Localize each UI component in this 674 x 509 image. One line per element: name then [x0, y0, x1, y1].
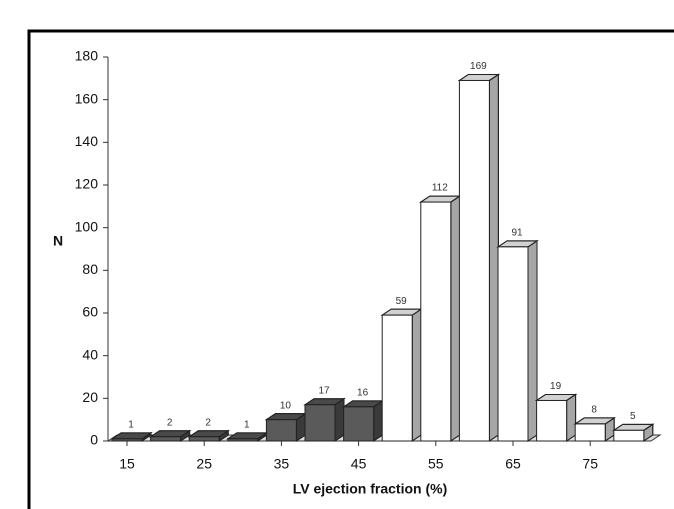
- value-label: 5: [630, 411, 636, 422]
- bar-side-shade: [334, 397, 345, 442]
- bar-side-shade: [373, 399, 384, 442]
- x-axis-label: LV ejection fraction (%): [293, 481, 448, 497]
- value-label: 19: [550, 381, 562, 392]
- bar: [188, 436, 220, 442]
- x-tick-label: 75: [582, 456, 598, 472]
- x-tick-label: 45: [351, 456, 367, 472]
- value-label: 1: [244, 420, 250, 431]
- bar-side-shade: [488, 73, 499, 442]
- y-tick-label: 160: [75, 90, 99, 106]
- y-axis-label: N: [53, 233, 63, 249]
- x-tick-label: 15: [119, 456, 135, 472]
- value-label: 2: [167, 417, 173, 428]
- value-label: 1: [128, 420, 134, 431]
- bar: [458, 79, 490, 442]
- bar-side-shade: [566, 393, 577, 442]
- bar: [497, 246, 529, 442]
- y-tick-label: 120: [75, 176, 99, 192]
- bar: [265, 419, 297, 442]
- value-label: 17: [318, 385, 330, 396]
- bar: [574, 423, 606, 442]
- y-tick-label: 180: [75, 48, 99, 64]
- bar-side-shade: [411, 308, 422, 442]
- value-label: 112: [432, 183, 448, 194]
- bar-side-shade: [450, 195, 461, 442]
- value-label: 8: [591, 405, 597, 416]
- y-tick-label: 0: [90, 432, 98, 448]
- y-tick-label: 60: [82, 304, 98, 320]
- bar: [227, 438, 259, 442]
- x-tick-label: 25: [196, 456, 212, 472]
- bar-side-shade: [527, 239, 538, 442]
- x-tick-label: 35: [274, 456, 290, 472]
- x-tick-label: 55: [428, 456, 444, 472]
- bar: [613, 429, 645, 442]
- value-label: 91: [511, 228, 523, 239]
- y-tick-label: 140: [75, 133, 99, 149]
- value-label: 2: [205, 417, 211, 428]
- bar: [536, 399, 568, 442]
- frame: [27, 29, 674, 509]
- bar: [343, 406, 375, 442]
- y-tick-label: 40: [82, 346, 98, 362]
- bar: [420, 201, 452, 442]
- value-label: 59: [396, 296, 408, 307]
- value-label: 16: [357, 388, 369, 399]
- y-tick-label: 80: [82, 261, 98, 277]
- x-tick-label: 65: [505, 456, 521, 472]
- value-label: 10: [280, 400, 292, 411]
- y-tick-label: 20: [82, 389, 98, 405]
- bar: [111, 438, 143, 442]
- y-tick-label: 100: [75, 218, 99, 234]
- value-label: 169: [470, 61, 487, 72]
- bar: [304, 404, 336, 442]
- bar: [381, 314, 413, 442]
- bar: [150, 436, 182, 442]
